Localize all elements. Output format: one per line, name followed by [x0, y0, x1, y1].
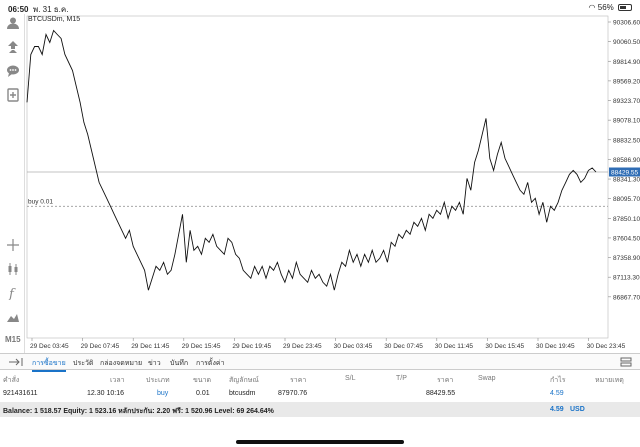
date-axis-label: 29 Dec 07:45	[81, 343, 120, 350]
col-price: ราคา	[290, 377, 307, 384]
status-date: พ. 31 ธ.ค.	[32, 5, 69, 14]
toolbox-menu-icon[interactable]	[8, 357, 24, 369]
row-size: 0.01	[196, 390, 210, 397]
col-comment: หมายเหตุ	[595, 377, 624, 384]
row-profit: 4.59	[550, 390, 564, 397]
indicators-icon[interactable]: f	[4, 284, 22, 302]
chat-icon[interactable]	[4, 62, 22, 80]
date-axis-label: 30 Dec 15:45	[485, 343, 524, 350]
date-axis-label: 29 Dec 03:45	[30, 343, 69, 350]
tab-news[interactable]: ข่าว	[148, 360, 161, 367]
timeframe-button[interactable]: M15	[5, 335, 21, 344]
row-current-price: 88429.55	[426, 390, 456, 397]
toolbox-tabs: การซื้อขาย ประวัติ กล่องจดหมาย ข่าว บันท…	[0, 353, 640, 372]
price-axis-label: 90306.60	[613, 20, 640, 27]
wifi-icon: ◠	[588, 3, 596, 12]
profit-currency: USD	[570, 406, 585, 413]
date-axis-label: 30 Dec 07:45	[384, 343, 423, 350]
date-axis-label: 29 Dec 19:45	[232, 343, 271, 350]
chart-toolbar: f M15	[0, 14, 25, 353]
balance-bar: Balance: 1 518.57 Equity: 1 523.16 หลักป…	[0, 402, 640, 417]
svg-text:f: f	[8, 287, 16, 300]
price-axis-label: 87850.10	[613, 216, 640, 223]
date-axis-label: 30 Dec 03:45	[334, 343, 373, 350]
current-price-tag: 88429.55	[609, 167, 640, 177]
candlestick-icon[interactable]	[4, 260, 22, 278]
price-axis-label: 88586.90	[613, 157, 640, 164]
price-axis-label: 90060.50	[613, 39, 640, 46]
price-axis-label: 88832.50	[613, 137, 640, 144]
balance-summary: Balance: 1 518.57 Equity: 1 523.16 หลักป…	[3, 408, 274, 415]
col-time: เวลา	[110, 377, 125, 384]
row-time: 12.30 10:16	[87, 390, 124, 397]
col-sl: S/L	[345, 375, 356, 382]
toolbox-toggle-icon[interactable]	[620, 357, 632, 369]
objects-icon[interactable]	[4, 308, 22, 326]
table-row[interactable]: 921431611 12.30 10:16 buy 0.01 btcusdm 8…	[0, 387, 640, 401]
price-axis-label: 87604.50	[613, 235, 640, 242]
col-type: ประเภท	[146, 377, 170, 384]
tab-history[interactable]: ประวัติ	[73, 360, 94, 367]
col-profit: กำไร	[550, 377, 566, 384]
row-symbol: btcusdm	[229, 390, 256, 397]
battery-percent: 56%	[597, 3, 614, 12]
col-symbol: สัญลักษณ์	[229, 377, 259, 384]
price-axis-label: 89569.20	[613, 78, 640, 85]
price-axis-label: 89323.70	[613, 98, 640, 105]
date-axis-label: 29 Dec 15:45	[182, 343, 221, 350]
current-price-value: 88429.55	[611, 170, 638, 177]
col-tp: T/P	[396, 375, 407, 382]
status-bar: 06:50 พ. 31 ธ.ค. ◠ 56%	[0, 0, 640, 14]
chart-frame	[26, 15, 609, 339]
chart-canvas[interactable]: 90306.60 90060.50 89814.90 89569.20 89323.70…	[25, 14, 640, 353]
crosshair-icon[interactable]	[4, 236, 22, 254]
price-axis-label: 88341.30	[613, 177, 640, 184]
date-axis-label: 29 Dec 11:45	[131, 343, 170, 350]
status-right: ◠ 56%	[589, 3, 632, 12]
trade-icon[interactable]	[4, 38, 22, 56]
price-series-line	[26, 29, 597, 291]
price-axis-label: 86867.70	[613, 294, 640, 301]
orders-table-header: คำสั่ง เวลา ประเภท ขนาด สัญลักษณ์ ราคา S…	[0, 372, 640, 385]
chart-symbol-title: BTCUSDm, M15	[28, 16, 81, 23]
new-order-icon[interactable]	[4, 86, 22, 104]
date-axis-label: 30 Dec 23:45	[587, 343, 626, 350]
col-swap: Swap	[478, 375, 496, 382]
price-axis-label: 88095.70	[613, 196, 640, 203]
battery-icon	[618, 4, 632, 12]
home-indicator[interactable]	[236, 440, 404, 444]
row-type: buy	[157, 390, 169, 397]
price-axis-label: 87358.90	[613, 255, 640, 262]
row-order: 921431611	[3, 390, 38, 397]
price-axis-label: 87113.30	[613, 275, 640, 282]
row-price: 87970.76	[278, 390, 308, 397]
account-icon[interactable]	[4, 14, 22, 32]
total-profit: 4.59	[550, 406, 564, 413]
tab-mailbox[interactable]: กล่องจดหมาย	[100, 360, 143, 367]
date-axis-label: 30 Dec 19:45	[536, 343, 575, 350]
status-time-date: 06:50 พ. 31 ธ.ค.	[8, 3, 68, 16]
col-order: คำสั่ง	[3, 377, 20, 384]
tab-trade[interactable]: การซื้อขาย	[32, 358, 66, 372]
date-axis-label: 30 Dec 11:45	[435, 343, 474, 350]
price-axis-label: 89078.10	[613, 118, 640, 125]
price-chart[interactable]: 90306.60 90060.50 89814.90 89569.20 89323.70…	[25, 14, 640, 353]
date-axis-label: 29 Dec 23:45	[283, 343, 322, 350]
status-time: 06:50	[8, 5, 29, 14]
col-current-price: ราคา	[437, 377, 454, 384]
tab-journal[interactable]: บันทึก	[170, 360, 189, 367]
col-size: ขนาด	[193, 377, 212, 384]
price-axis-label: 89814.90	[613, 59, 640, 66]
tab-settings[interactable]: การตั้งค่า	[196, 360, 225, 367]
order-level-label: buy 0.01	[28, 198, 53, 205]
